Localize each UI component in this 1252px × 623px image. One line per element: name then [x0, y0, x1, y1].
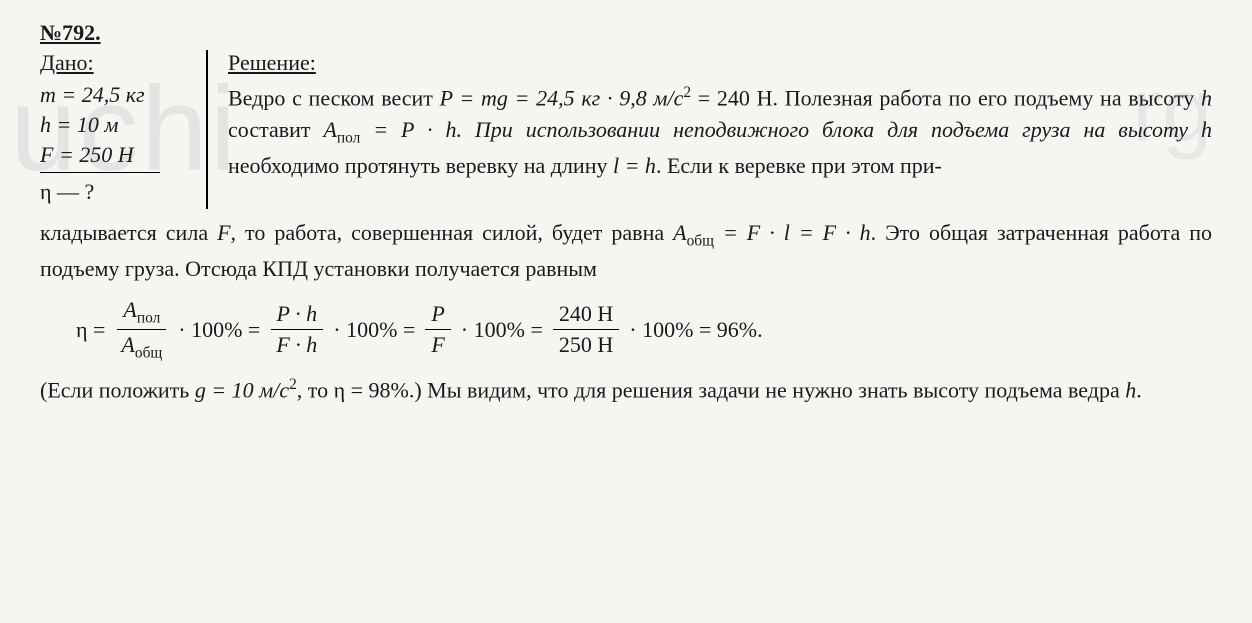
t2aobshsub: общ — [687, 232, 714, 249]
t1f: необходимо протянуть веревку на длину — [228, 153, 613, 178]
t1b: P = mg = 24,5 кг · 9,8 м/с — [440, 85, 684, 110]
solution-title: Решение: — [228, 50, 1212, 76]
fc: . — [1136, 378, 1142, 403]
f-m1: · 100% = — [178, 317, 260, 343]
f2t: P · h — [271, 301, 324, 330]
t1lh: l = h — [613, 153, 656, 178]
f1bs: общ — [135, 344, 162, 361]
t1h2: h — [1201, 117, 1212, 142]
f1ts: пол — [137, 309, 160, 326]
f4t: 240 Н — [553, 301, 619, 330]
f4b: 250 Н — [553, 330, 619, 358]
given-force-text: F = 250 Н — [40, 142, 134, 167]
fa: (Если положить — [40, 378, 195, 403]
f-m4: · 100% = 96%. — [629, 317, 762, 343]
solution-text-top: Ведро с песком весит P = mg = 24,5 кг · … — [228, 82, 1212, 182]
top-section: Дано: m = 24,5 кг h = 10 м F = 250 Н η —… — [40, 50, 1212, 209]
given-height-text: h = 10 м — [40, 112, 118, 137]
frac1-bot: Aобщ — [115, 330, 168, 362]
f-m3: · 100% = — [461, 317, 543, 343]
t1apolsub: пол — [337, 130, 360, 147]
t1sup: 2 — [683, 84, 691, 101]
t2c: = F · l = F · h — [714, 220, 871, 245]
t1d: составит — [228, 117, 323, 142]
given-find: η — ? — [40, 179, 190, 205]
fb: , то η = 98%.) Мы видим, что для решения… — [297, 378, 1125, 403]
frac1-top: Aпол — [117, 297, 166, 330]
problem-number: №792. — [40, 20, 1212, 46]
given-mass: m = 24,5 кг — [40, 82, 190, 108]
t2a: кладывается сила — [40, 220, 217, 245]
efficiency-formula: η = Aпол Aобщ · 100% = P · h F · h · 100… — [70, 297, 1212, 363]
t1a: Ведро с песком весит — [228, 85, 440, 110]
t1c: = 240 Н. Полезная работа по его подъему … — [691, 85, 1201, 110]
frac-2: P · h F · h — [270, 301, 323, 358]
t2b: , то работа, совершенная силой, будет ра… — [231, 220, 674, 245]
given-section: Дано: m = 24,5 кг h = 10 м F = 250 Н η —… — [40, 50, 208, 209]
fsup: 2 — [289, 376, 297, 393]
fh: h — [1125, 378, 1136, 403]
t1h: h — [1201, 85, 1212, 110]
f2b: F · h — [270, 330, 323, 358]
t1apol: A — [323, 117, 336, 142]
given-title: Дано: — [40, 50, 190, 76]
given-divider — [40, 172, 160, 173]
given-height: h = 10 м — [40, 112, 190, 138]
t2aobsh: A — [673, 220, 686, 245]
f-eta: η = — [76, 317, 105, 343]
given-force: F = 250 Н — [40, 142, 190, 168]
t1e: = P · h. При использовании неподвижного … — [360, 117, 1201, 142]
f3b: F — [425, 330, 450, 358]
frac-3: P F — [425, 301, 450, 358]
f-m2: · 100% = — [333, 317, 415, 343]
f1tA: A — [123, 297, 136, 322]
solution-section: Решение: Ведро с песком весит P = mg = 2… — [228, 50, 1212, 182]
f3t: P — [425, 301, 450, 330]
t2F: F — [217, 220, 230, 245]
given-mass-text: m = 24,5 кг — [40, 82, 145, 107]
final-note: (Если положить g = 10 м/с2, то η = 98%.)… — [40, 374, 1212, 406]
fg: g = 10 м/с — [195, 378, 289, 403]
continuation-text: кладывается сила F, то работа, совершенн… — [40, 217, 1212, 285]
frac-1: Aпол Aобщ — [115, 297, 168, 363]
frac-4: 240 Н 250 Н — [553, 301, 619, 358]
f1bA: A — [121, 332, 134, 357]
t1g: . Если к веревке при этом при- — [656, 153, 942, 178]
